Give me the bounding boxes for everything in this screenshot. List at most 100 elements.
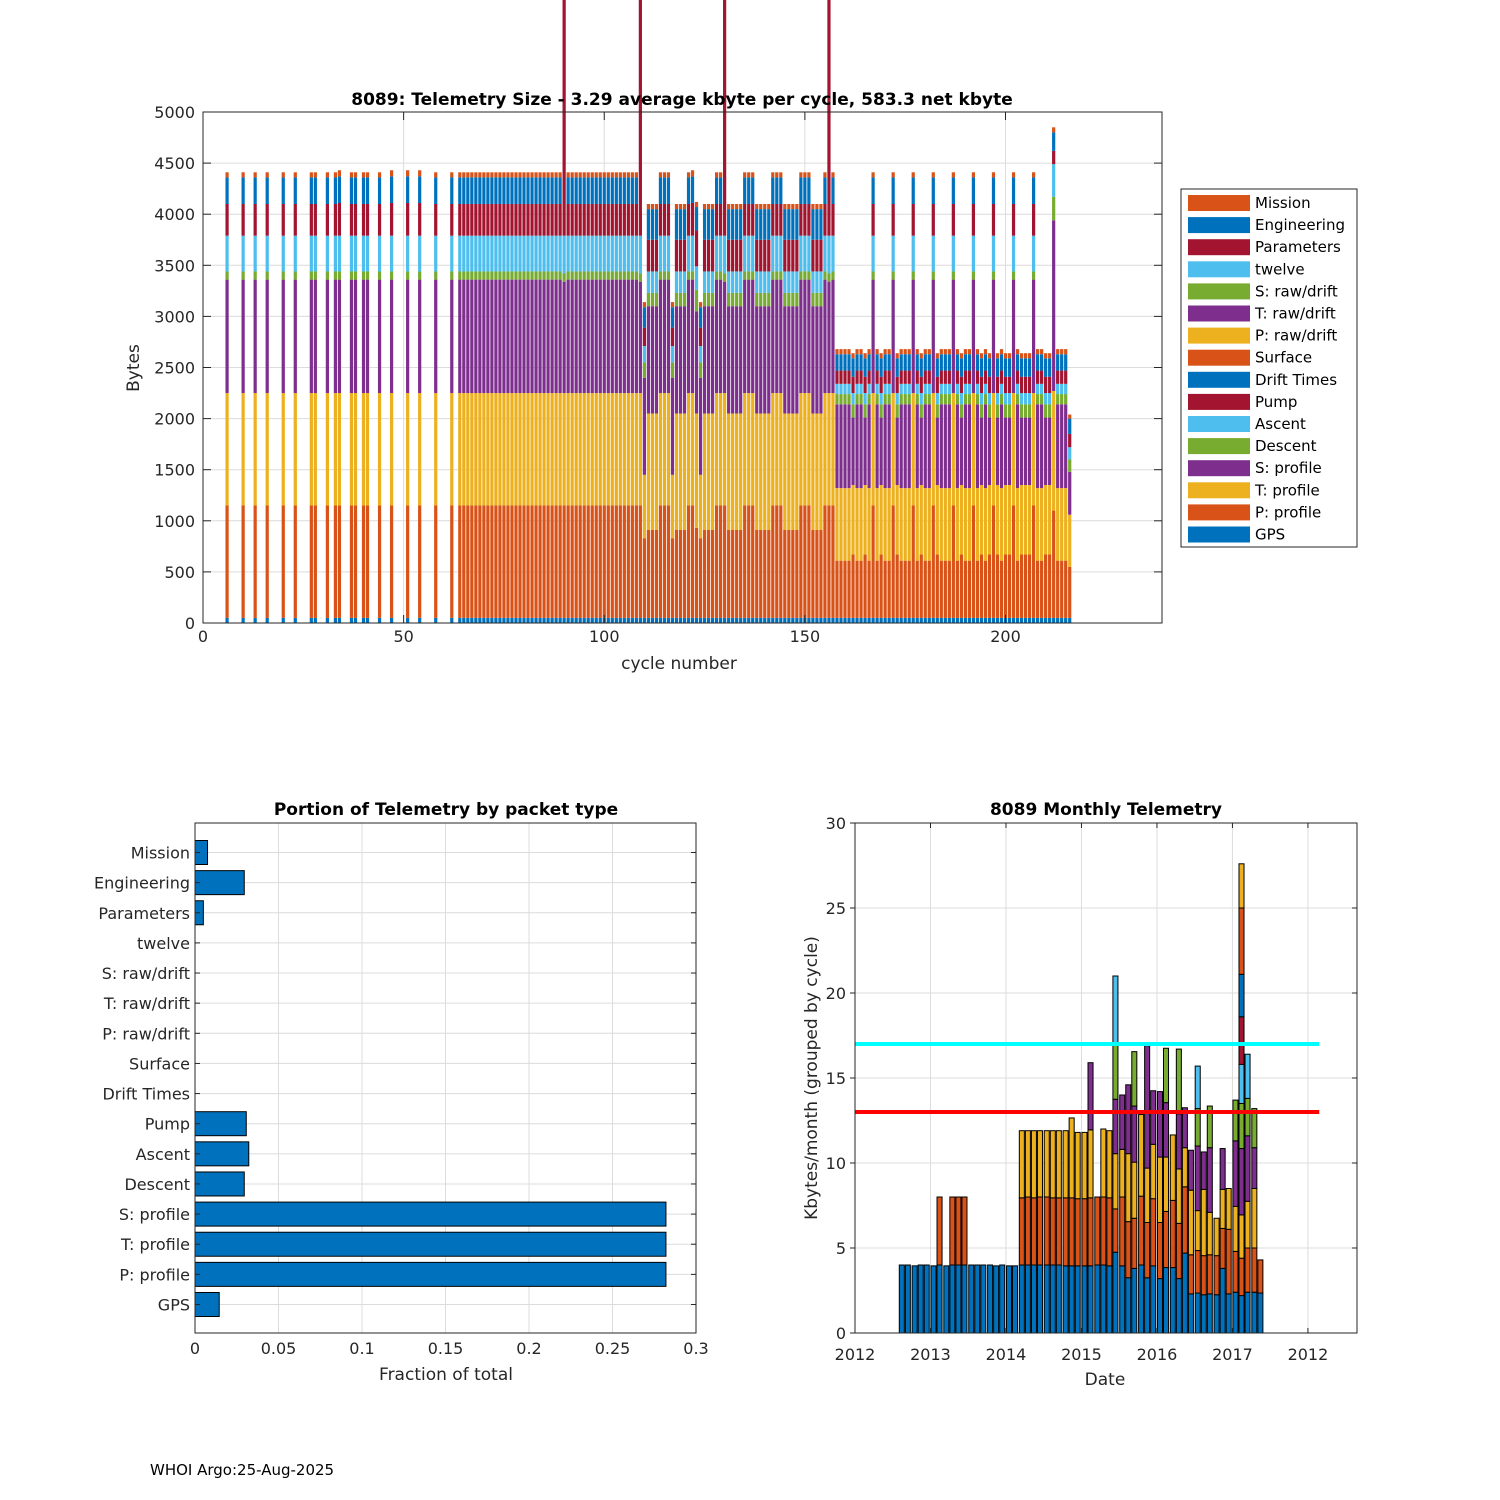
top-bar-segment-s-profile [1044,417,1048,486]
top-bar-segment-p-profile [787,529,791,618]
br-bar-segment [1257,1259,1264,1294]
top-bar-segment-surface [450,172,454,178]
top-bar-cycle-99 [598,172,602,623]
top-bar-segment-descent [253,271,257,280]
top-bar-segment-surface [542,172,546,178]
top-bar-segment-s-profile [723,281,727,394]
top-bar-segment-ascent [241,235,245,272]
br-bar-segment [1206,1254,1213,1295]
top-bar-segment-pump [863,376,867,394]
top-bar-segment-gps [534,617,538,623]
top-bar-segment-s-profile [715,279,719,394]
top-bar-segment-pump [723,0,727,236]
top-bar-segment-p-profile [590,505,594,618]
legend-swatch [1188,283,1250,300]
top-bar-segment-pump [361,203,366,236]
top-bar-segment-s-profile [361,279,366,394]
top-bar-segment-s-profile [747,279,751,394]
top-bar-segment-t-profile [971,393,976,506]
top-bar-segment-descent [803,271,807,280]
top-bar-segment-drift-times [811,209,815,240]
br-bar-segment [1225,1228,1232,1295]
top-bar-segment-descent [775,271,779,280]
top-y-tick-label: 5000 [154,103,195,122]
top-bar-segment-ascent [482,235,486,272]
top-bar-segment-drift-times [225,177,229,204]
top-bar-segment-surface [879,353,883,359]
top-bar-segment-ascent [566,235,570,272]
top-x-tick-label: 0 [198,627,208,646]
top-bar-segment-surface [791,203,795,210]
top-bar-segment-pump [1052,150,1056,165]
top-bar-segment-s-profile [971,279,976,394]
top-bar-segment-s-profile [967,404,972,489]
top-bar-segment-descent [771,271,775,280]
top-bar-segment-descent [943,394,947,405]
top-bar-segment-ascent [313,235,317,272]
top-bar-segment-gps [839,617,843,623]
top-bar-segment-p-profile [389,505,394,618]
top-bar-segment-s-profile [811,306,815,414]
top-bar-cycle-173 [895,353,899,623]
top-bar-segment-descent [365,271,370,280]
top-bar-segment-pump [759,239,763,272]
top-bar-segment-ascent [763,271,767,293]
top-bar-segment-ascent [418,235,422,272]
br-bar-segment [1043,1264,1050,1334]
top-bar-segment-s-profile [482,279,486,394]
top-bar-segment-descent [783,292,787,307]
top-bar-segment-descent [723,273,727,282]
top-bar-segment-pump [710,239,715,272]
top-bar-segment-ascent [582,235,586,272]
legend-swatch [1188,371,1250,388]
top-bar-segment-drift-times [265,177,269,204]
top-bar-segment-s-profile [951,279,955,394]
top-bar-segment-descent [863,404,867,418]
br-bar-segment [943,1265,950,1334]
top-bar-segment-descent [658,271,663,280]
top-bar-segment-p-profile [875,560,879,618]
br-bar-segment [1030,1130,1037,1199]
top-bar-segment-t-profile [458,393,462,506]
top-bar-segment-p-profile [349,505,354,618]
top-bar-segment-descent [674,292,679,307]
top-bar-segment-ascent [1044,393,1048,405]
br-bar-segment [1100,1196,1107,1266]
top-bar-segment-pump [883,370,887,384]
top-bar-segment-surface [759,203,763,210]
top-bar-segment-t-profile [847,488,851,561]
br-bar-month [1055,1130,1062,1334]
top-bar-segment-surface [891,172,895,178]
top-bar-segment-surface [686,172,691,178]
br-bar-month [943,1265,950,1334]
top-bar-segment-ascent [951,235,955,272]
top-bar-segment-pump [293,203,297,236]
top-bar-segment-t-profile [265,393,269,506]
top-bar-segment-ascent [353,235,358,272]
br-bar-segment [1074,1131,1081,1200]
top-bar-cycle-202 [1011,172,1016,623]
top-bar-segment-t-profile [554,393,558,506]
br-bar-segment [1213,1255,1220,1296]
top-bar-segment-ascent [715,235,719,272]
top-bar-segment-descent [662,271,667,280]
top-bar-segment-t-profile [406,393,410,506]
top-bar-segment-gps [514,617,518,623]
top-bar-cycle-119 [678,203,683,623]
top-bar-segment-pump [309,203,313,236]
top-bar-segment-t-profile [891,393,895,506]
top-bar-segment-gps [827,617,831,623]
top-bar-segment-s-profile [935,417,939,486]
top-bar-segment-surface [690,170,695,177]
top-bar-segment-drift-times [755,209,759,240]
top-bar-segment-s-profile [735,306,739,414]
bl-y-tick-label: Parameters [98,904,190,923]
top-bar-segment-surface [1060,349,1064,355]
bl-y-tick-label: Surface [129,1054,190,1073]
top-bar-segment-p-profile [847,560,851,618]
top-bar-segment-descent [779,271,783,280]
top-bar-segment-drift-times [875,354,879,371]
top-bar-segment-pump [474,203,478,236]
top-bar-cycle-143 [775,172,779,623]
top-bar-segment-t-profile [622,393,626,506]
